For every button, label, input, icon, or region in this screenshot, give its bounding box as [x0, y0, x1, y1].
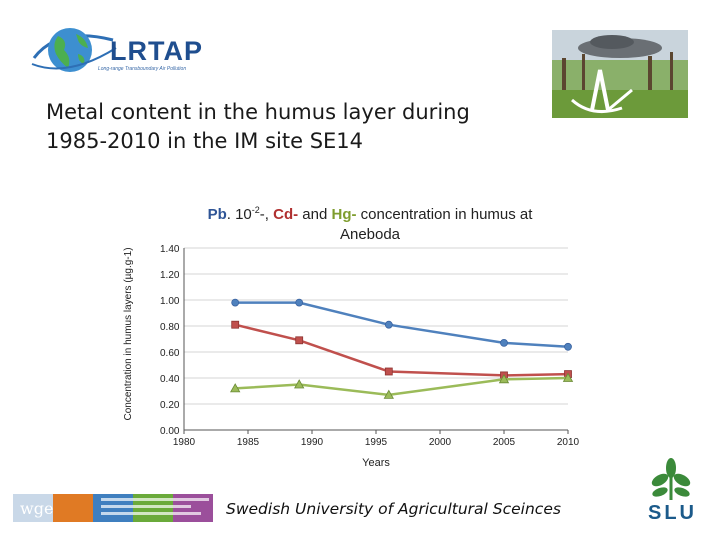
lrtap-logo-tagline: Long-range Transboundary Air Pollution: [98, 66, 187, 72]
y-axis-label: Concentration in humus layers (µg.g-1): [123, 247, 134, 420]
chart-title-line-1: Pb. 10-2-, Cd- and Hg- concentration in …: [150, 200, 590, 225]
wge-logo-text: wge: [20, 499, 53, 518]
university-name: Swedish University of Agricultural Scein…: [226, 500, 561, 518]
hg-label: Hg-: [331, 206, 357, 223]
x-tick-label: 2005: [493, 437, 516, 448]
series-line-pb: [235, 301, 569, 349]
y-tick-label: 0.40: [160, 374, 180, 385]
data-point-hg: [230, 383, 241, 393]
slide-title-line-1: Metal content in the humus layer during: [46, 100, 470, 124]
data-point-pb: [384, 320, 393, 329]
y-tick-label: 0.00: [160, 426, 180, 437]
title-separator: -,: [259, 206, 274, 223]
pb-label: Pb: [207, 206, 227, 223]
series-line-cd: [234, 323, 569, 377]
slu-logo-text: SLU: [648, 502, 697, 524]
x-tick-label: 1985: [237, 437, 260, 448]
data-point-pb: [500, 338, 508, 347]
lrtap-logo-name: LRTAP: [110, 36, 203, 66]
x-tick-label: 1990: [301, 437, 324, 448]
x-tick-label: 2010: [557, 437, 580, 448]
data-point-hg: [294, 379, 305, 389]
data-point-cd: [295, 336, 304, 345]
x-axis-label: Years: [362, 457, 390, 469]
globe-icon: [31, 28, 117, 72]
series-line-hg: [235, 376, 569, 397]
data-point-cd: [231, 320, 240, 329]
lrtap-logo: LRTAP Long-range Transboundary Air Pollu…: [28, 18, 238, 78]
x-tick-label: 1995: [365, 437, 388, 448]
slide-title-line-2: 1985-2010 in the IM site SE14: [46, 129, 364, 153]
data-point-pb: [564, 342, 572, 351]
forest-image: [552, 30, 688, 118]
data-point-hg: [562, 372, 574, 382]
data-point-hg: [498, 373, 510, 384]
y-tick-label: 0.20: [160, 400, 180, 411]
data-point-pb: [295, 298, 304, 307]
x-tick-label: 1980: [173, 437, 196, 448]
pb-exponent: -2: [251, 205, 260, 215]
pb-factor: . 10: [226, 206, 252, 223]
y-tick-label: 0.80: [160, 322, 180, 333]
y-tick-label: 1.40: [160, 244, 180, 255]
data-point-cd: [384, 367, 393, 376]
data-point-hg: [383, 389, 394, 399]
chart-title: Pb. 10-2-, Cd- and Hg- concentration in …: [150, 200, 590, 245]
data-point-pb: [231, 298, 240, 307]
title-and: and: [298, 206, 332, 223]
slu-logo: SLU: [646, 456, 696, 528]
wge-logo: wge: [13, 494, 213, 522]
chart-title-line-2: Aneboda: [339, 226, 401, 243]
y-tick-label: 0.60: [160, 348, 180, 359]
x-tick-label: 2000: [429, 437, 452, 448]
slide-title: Metal content in the humus layer during …: [46, 98, 526, 156]
y-tick-label: 1.00: [160, 296, 180, 307]
leaf-icon: [651, 458, 691, 500]
cd-label: Cd-: [273, 206, 299, 223]
title-rest: concentration in humus at: [356, 206, 533, 223]
y-tick-label: 1.20: [160, 270, 180, 281]
